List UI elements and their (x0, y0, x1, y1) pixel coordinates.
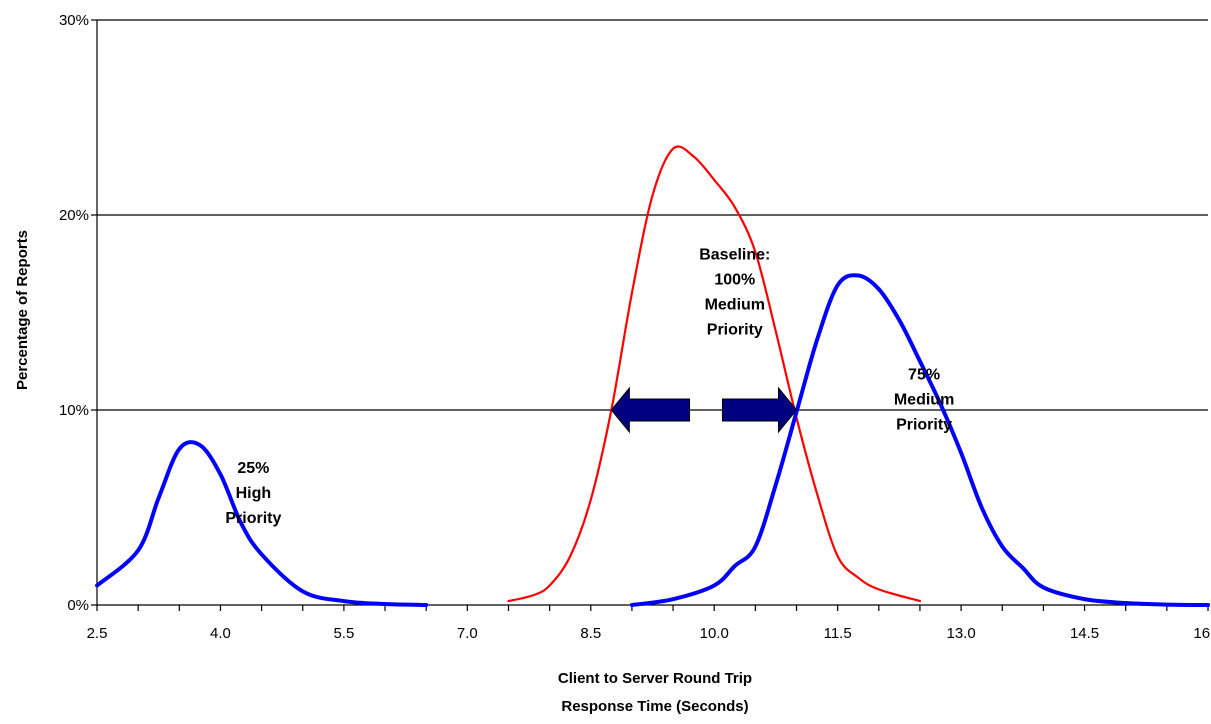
series-lines (95, 145, 1210, 607)
annotation-0-line-0: 25% (237, 460, 269, 477)
y-axis-title: Percentage of Reports (14, 230, 31, 390)
annotation-2-line-1: Medium (894, 391, 954, 408)
x-tick-label-9: 16.0 (1193, 625, 1211, 642)
x-tick-label-5: 10.0 (700, 625, 729, 642)
annotations: 25% High Priority Baseline: 100% Medium Priori… (225, 247, 954, 527)
arrows (610, 386, 798, 434)
x-tick-label-3: 7.0 (457, 625, 478, 642)
y-tick-label-1: 10% (59, 402, 89, 419)
y-tick-label-3: 30% (59, 12, 89, 29)
x-tick-label-6: 11.5 (824, 625, 852, 642)
x-axis-title-line-2: Response Time (Seconds) (561, 698, 748, 715)
x-tick-label-8: 14.5 (1070, 625, 1099, 642)
y-tick-label-0: 0% (67, 597, 89, 614)
annotation-1-line-1: 100% (714, 272, 755, 289)
annotation-1-line-2: Medium (705, 297, 765, 314)
series-line-2 (629, 273, 1210, 607)
x-tick-label-1: 4.0 (210, 625, 231, 642)
gridlines (97, 19, 1208, 411)
annotation-2-line-2: Priority (896, 416, 952, 433)
y-tick-label-2: 20% (59, 207, 89, 224)
x-tick-label-7: 13.0 (947, 625, 976, 642)
annotation-1-line-0: Baseline: (699, 247, 770, 264)
annotation-2-line-0: 75% (908, 366, 940, 383)
annotation-0-line-1: High (236, 485, 272, 502)
annotation-0-line-2: Priority (225, 510, 281, 527)
series-line-1 (507, 145, 922, 603)
arrow-left (610, 386, 691, 434)
arrow-right (721, 386, 798, 434)
annotation-1-line-3: Priority (707, 322, 763, 339)
x-tick-label-2: 5.5 (333, 625, 354, 642)
x-axis-title-line-1: Client to Server Round Trip (558, 670, 752, 687)
x-tick-label-4: 8.5 (580, 625, 601, 642)
x-tick-label-0: 2.5 (87, 625, 108, 642)
axes: 0% 10% 20% 30% 2.5 4.0 5.5 7.0 8.5 10.0 11.5 13.0 14… (59, 12, 1211, 642)
series-line-0 (95, 440, 429, 607)
